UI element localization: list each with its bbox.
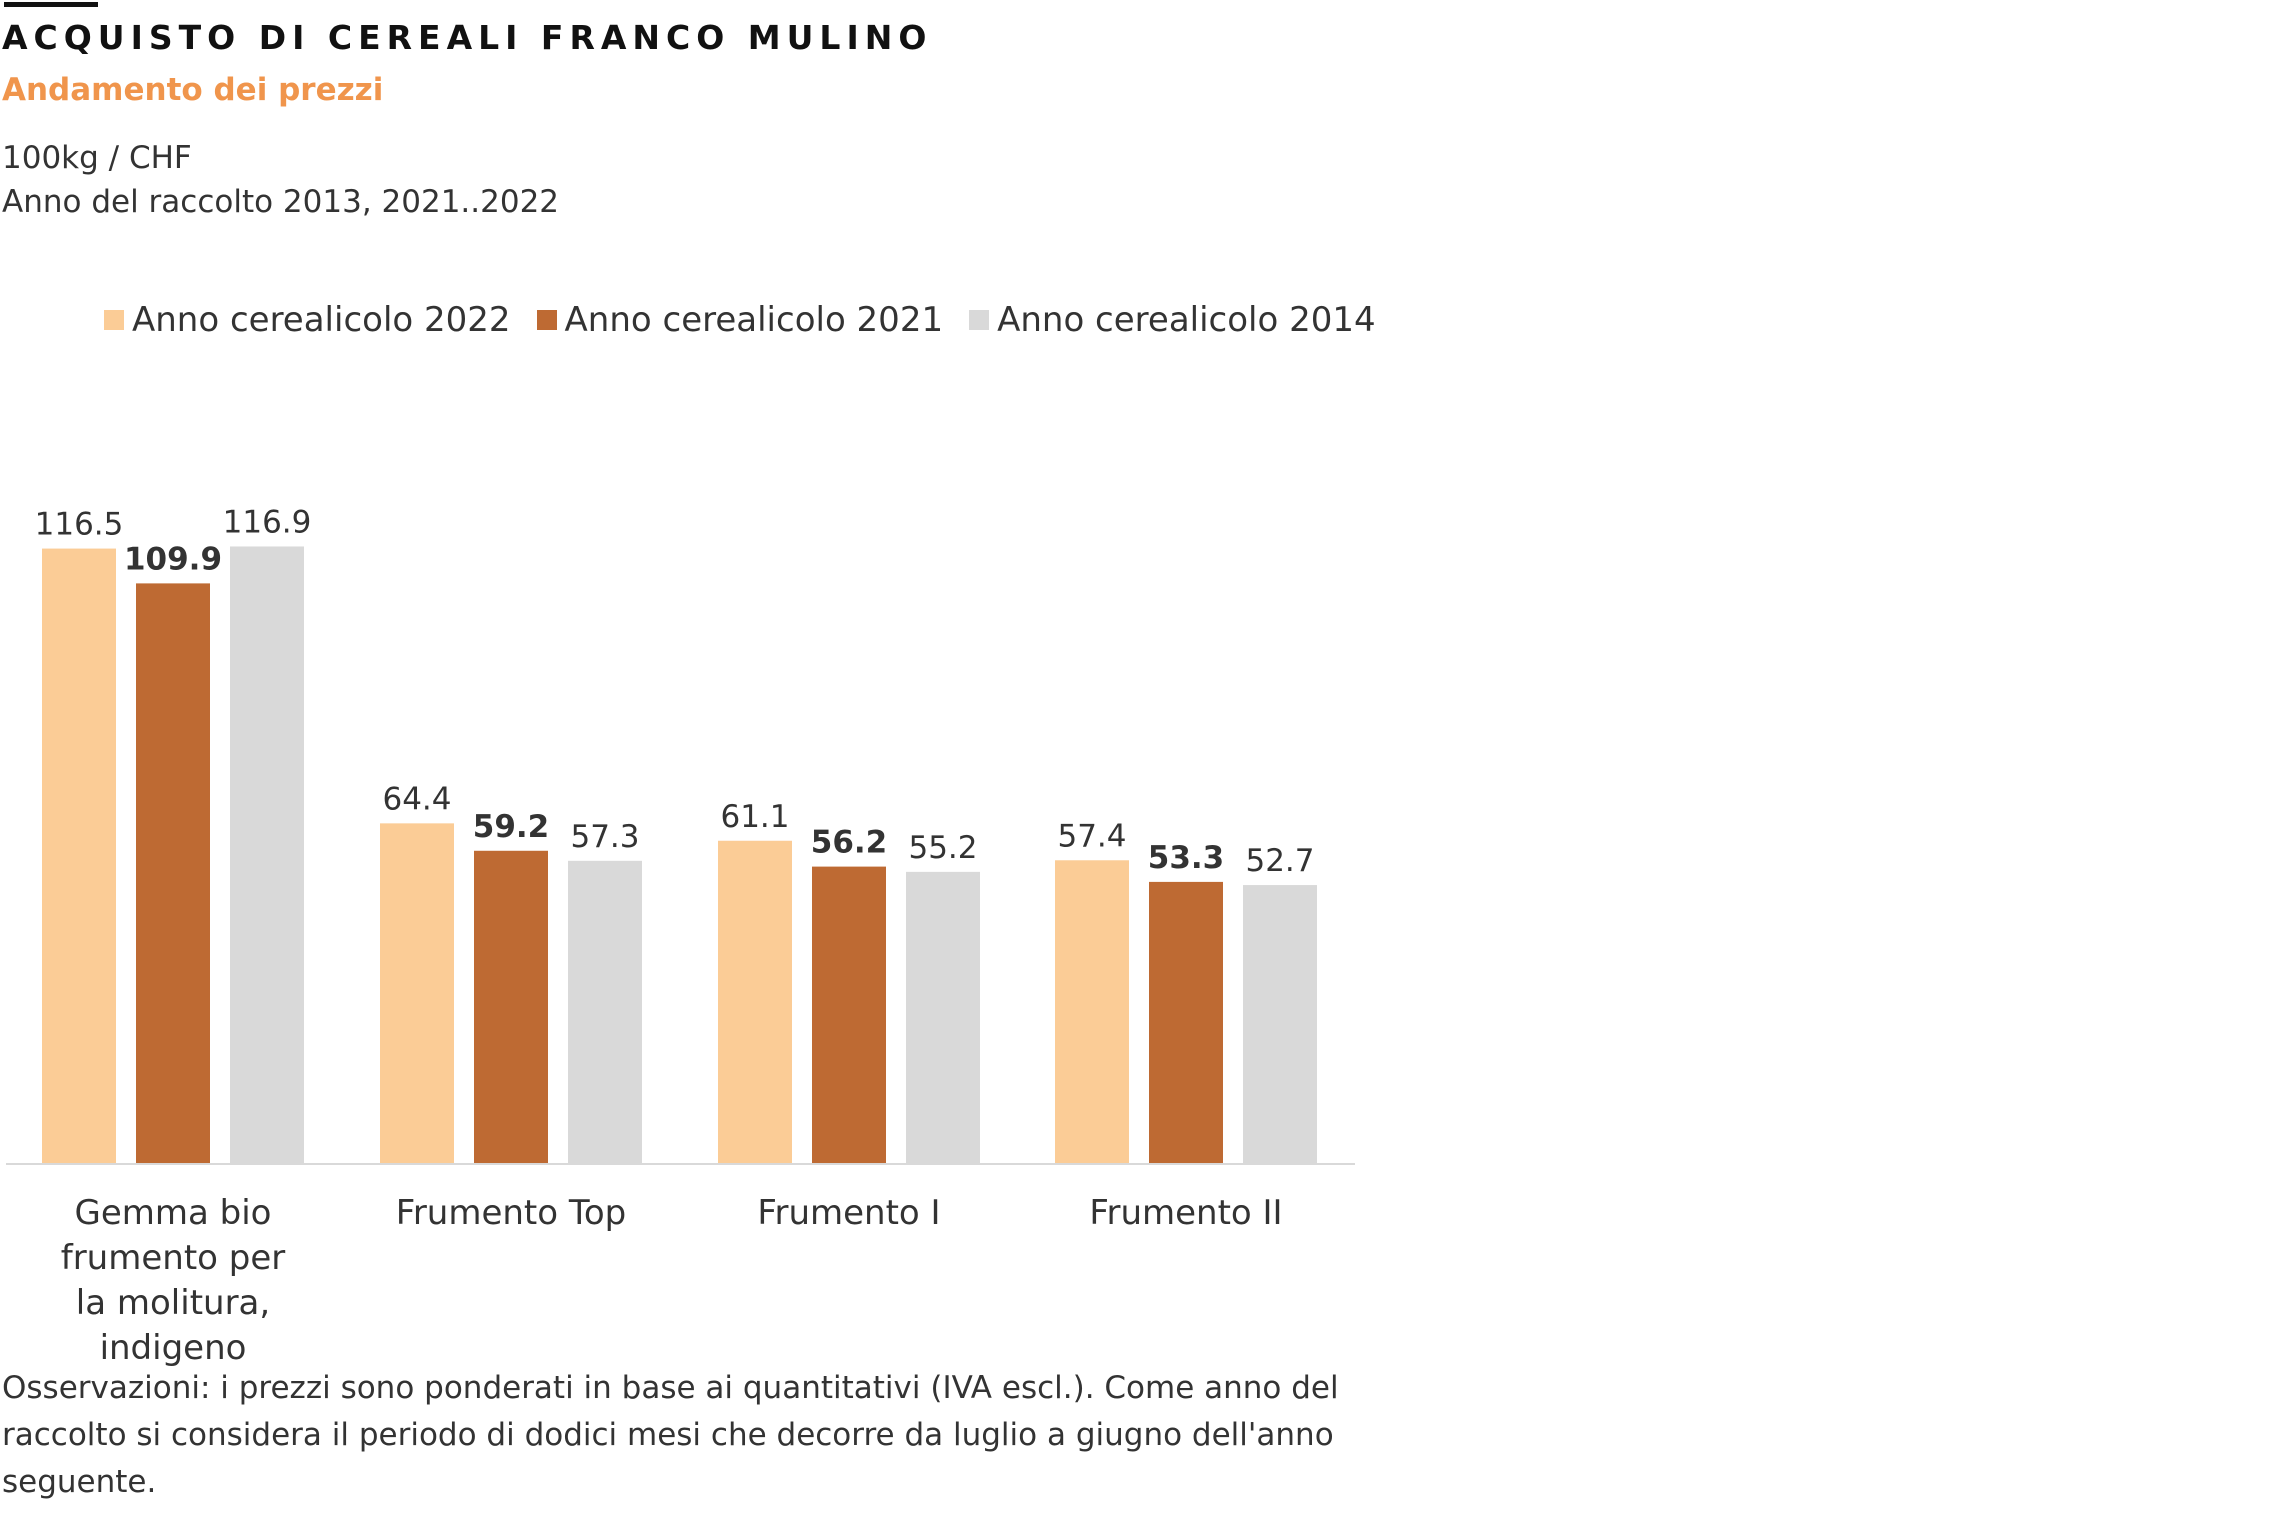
bar-0-3 — [1055, 860, 1129, 1163]
data-label-0-2: 61.1 — [720, 799, 789, 835]
period-label: Anno del raccolto 2013, 2021..2022 — [2, 184, 560, 220]
unit-label: 100kg / CHF — [2, 140, 192, 176]
data-label-2-3: 52.7 — [1245, 843, 1314, 879]
legend-label-2022: Anno cerealicolo 2022 — [132, 300, 511, 340]
chart-legend: Anno cerealicolo 2022 Anno cerealicolo 2… — [104, 300, 1402, 340]
data-label-1-2: 56.2 — [811, 825, 888, 861]
legend-swatch-2021 — [536, 310, 557, 330]
data-label-1-1: 59.2 — [473, 809, 550, 845]
bar-1-3 — [1149, 881, 1223, 1163]
data-label-0-3: 57.4 — [1057, 818, 1126, 854]
bar-0-1 — [380, 823, 454, 1163]
title-rule — [4, 2, 98, 7]
category-label-3: Frumento II — [1089, 1193, 1282, 1233]
bar-2-0 — [230, 546, 304, 1163]
data-label-0-0: 116.5 — [35, 507, 124, 543]
chart-title: ACQUISTO DI CEREALI FRANCO MULINO — [2, 18, 933, 57]
legend-swatch-2022 — [104, 310, 124, 330]
data-label-2-0: 116.9 — [223, 504, 312, 540]
bar-2-3 — [1243, 885, 1317, 1163]
legend-label-2021: Anno cerealicolo 2021 — [564, 300, 944, 340]
category-label-1: Frumento Top — [396, 1193, 627, 1233]
data-label-1-3: 53.3 — [1148, 840, 1225, 876]
legend-item-2021: Anno cerealicolo 2021 — [536, 300, 944, 340]
footnote: Osservazioni: i prezzi sono ponderati in… — [2, 1370, 1339, 1500]
category-label-0: Gemma bio frumento per la molitura, indigen… — [61, 1193, 286, 1368]
bar-1-2 — [812, 866, 886, 1163]
data-label-0-1: 64.4 — [382, 781, 451, 817]
bar-0-0 — [42, 548, 116, 1163]
legend-swatch-2014 — [969, 310, 990, 330]
bar-1-1 — [474, 850, 548, 1163]
chart-subtitle: Andamento dei prezzi — [2, 72, 384, 108]
legend-label-2014: Anno cerealicolo 2014 — [997, 300, 1376, 340]
bar-1-0 — [136, 583, 210, 1163]
category-label-2: Frumento I — [757, 1193, 940, 1233]
legend-item-2022: Anno cerealicolo 2022 — [104, 300, 511, 340]
bar-2-1 — [568, 860, 642, 1163]
data-label-1-0: 109.9 — [124, 541, 222, 577]
bar-2-2 — [906, 871, 980, 1163]
data-label-2-1: 57.3 — [570, 819, 639, 855]
data-label-2-2: 55.2 — [908, 830, 977, 866]
legend-item-2014: Anno cerealicolo 2014 — [969, 300, 1376, 340]
bar-0-2 — [718, 840, 792, 1163]
